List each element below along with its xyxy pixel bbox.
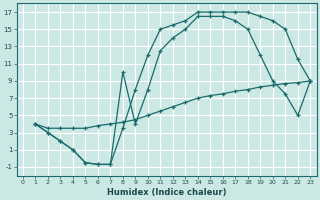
X-axis label: Humidex (Indice chaleur): Humidex (Indice chaleur) (107, 188, 226, 197)
